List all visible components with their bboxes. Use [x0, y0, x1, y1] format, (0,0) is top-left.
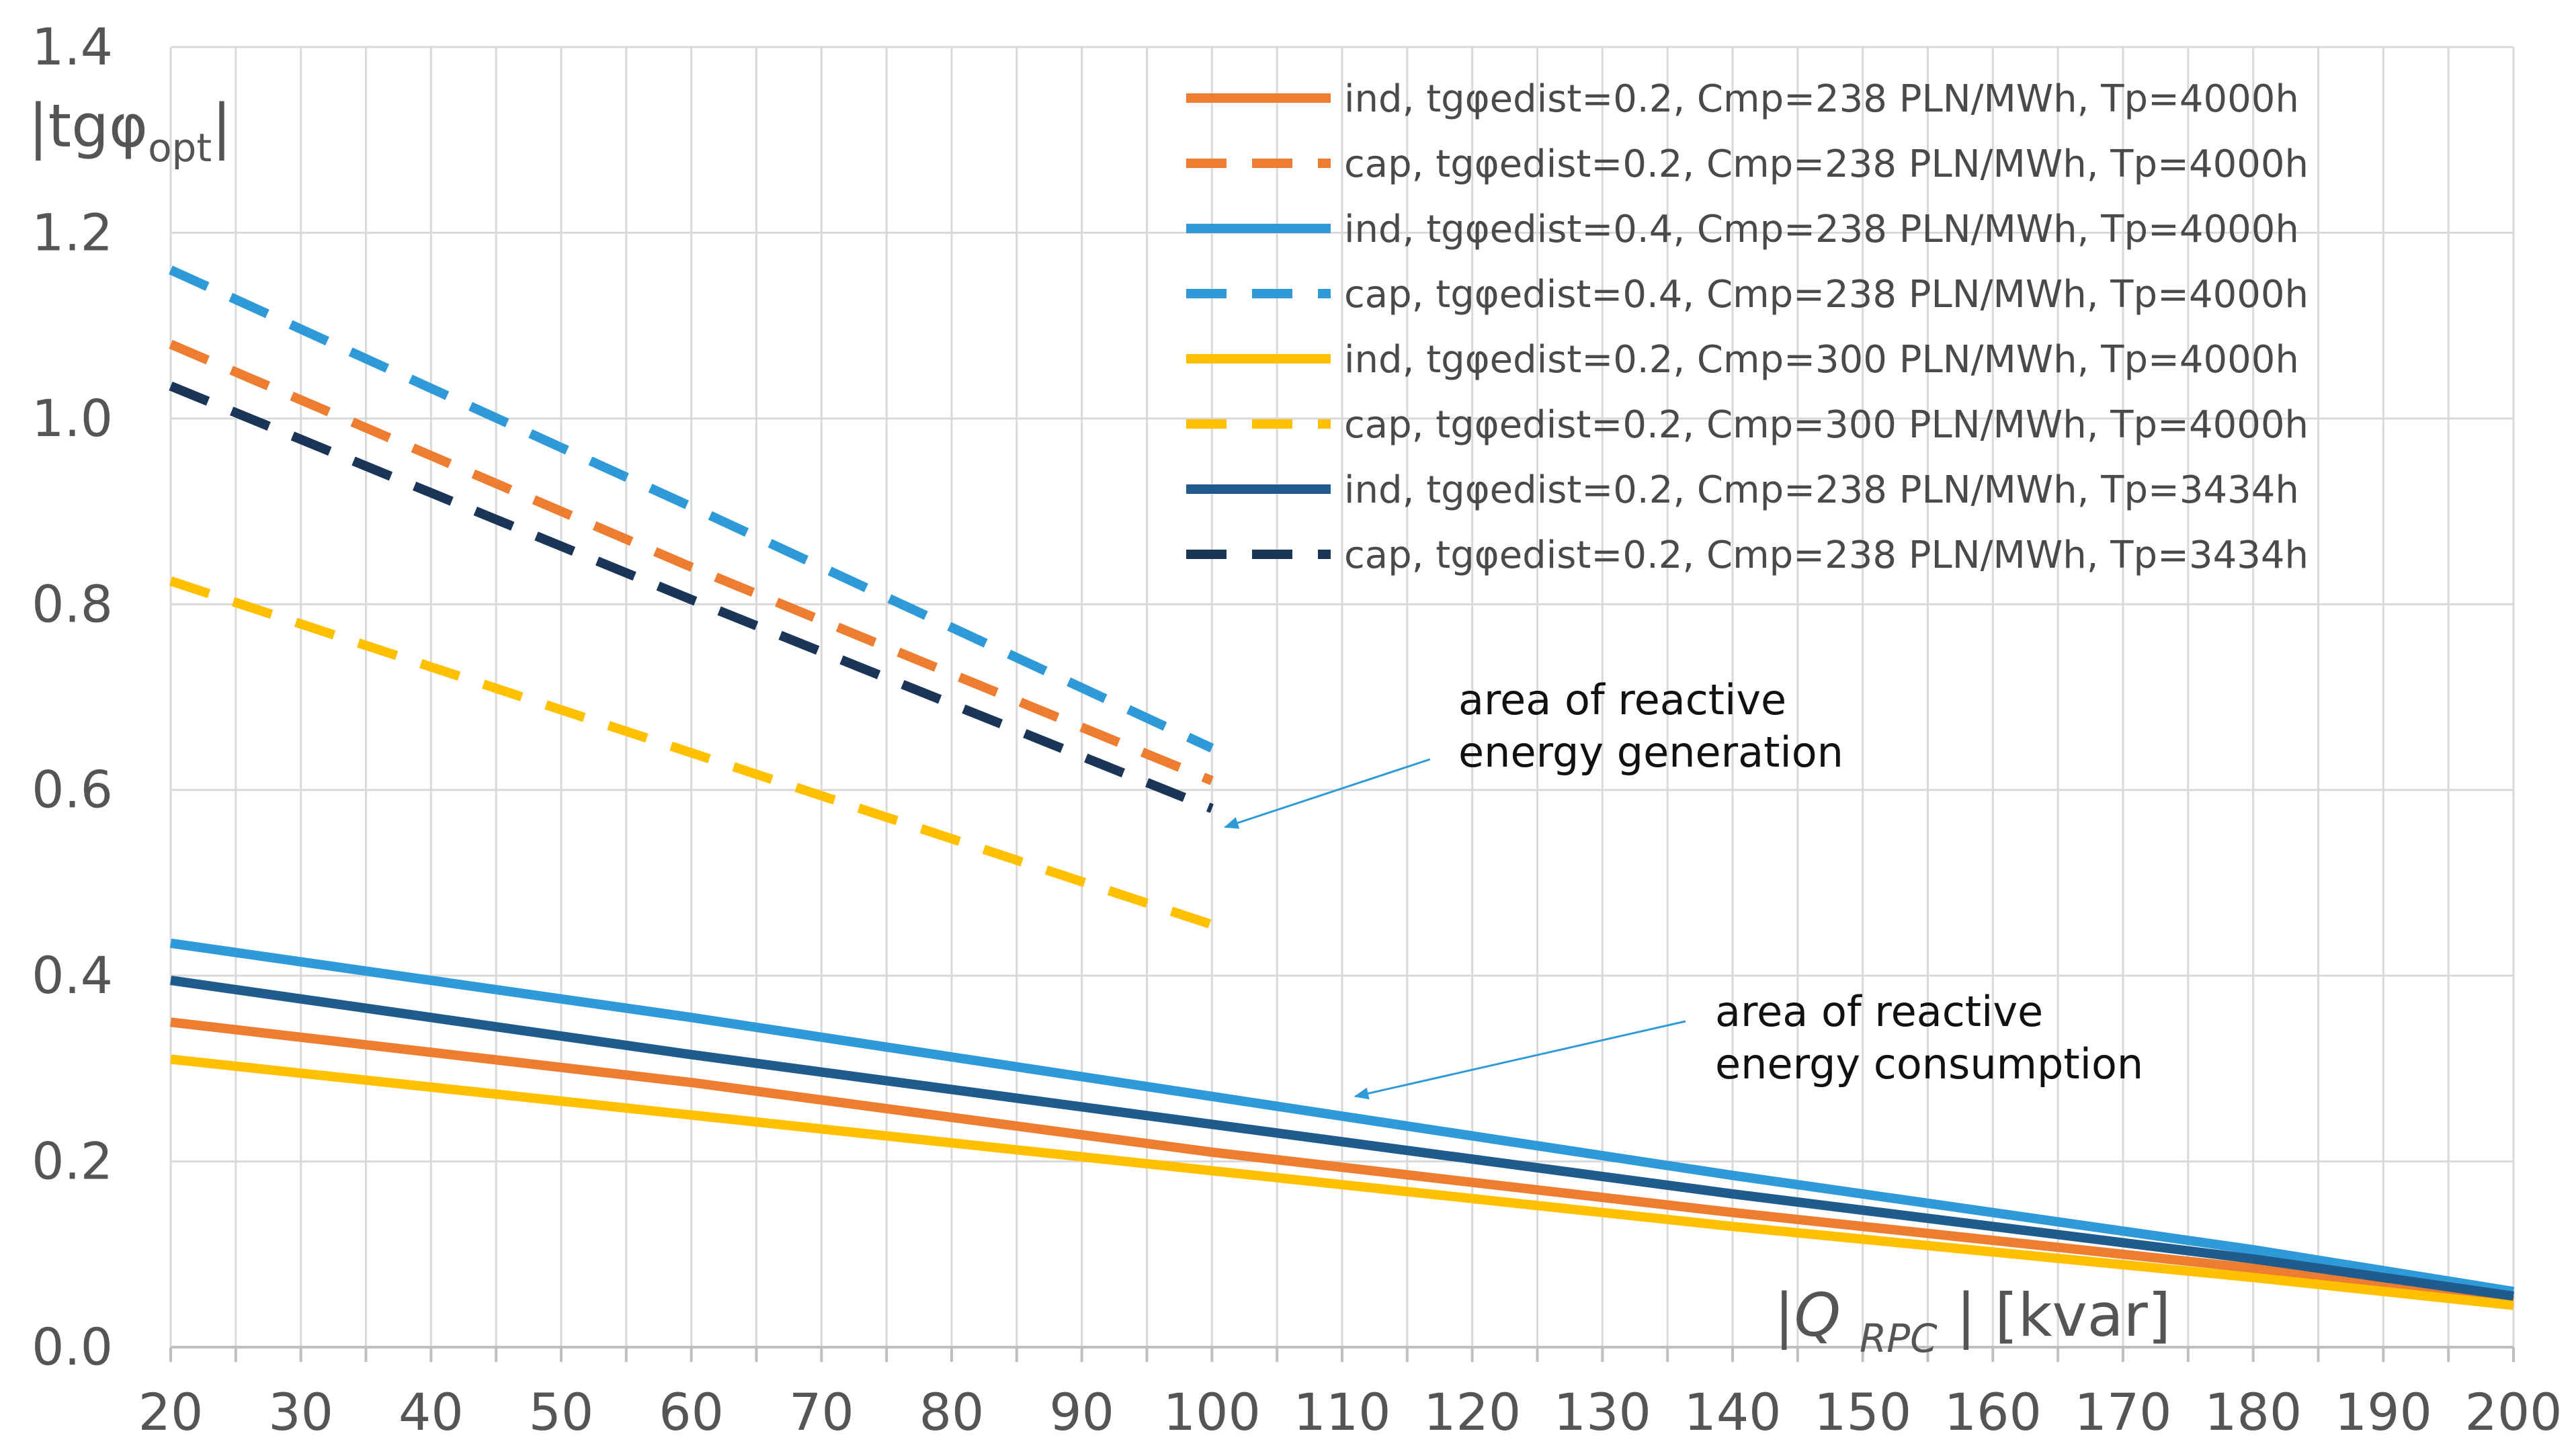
legend-label-8: cap, tgφedist=0.2, Cmp=238 PLN/MWh, Tp=3… — [1344, 533, 2309, 577]
series-line-6 — [169, 576, 1214, 929]
x-tick-label: 20 — [138, 1382, 204, 1442]
series-line-4 — [169, 265, 1214, 753]
y-axis-title: |tgφopt| — [28, 91, 232, 171]
x-tick-label: 190 — [2335, 1382, 2432, 1442]
series-line-8 — [169, 382, 1214, 813]
y-tick-label: 1.2 — [32, 202, 113, 262]
y-tick-label: 0.4 — [32, 945, 113, 1005]
x-axis-title: |Q RPC | [kvar] — [1774, 1281, 2171, 1361]
annotation-text-2: area of reactive — [1715, 987, 2043, 1036]
y-tick-label: 1.4 — [32, 17, 113, 77]
annotation-text-2: energy consumption — [1715, 1039, 2143, 1088]
x-tick-label: 140 — [1684, 1382, 1781, 1442]
y-tick-label: 0.0 — [32, 1317, 113, 1377]
x-tick-label: 130 — [1554, 1382, 1651, 1442]
legend-label-3: ind, tgφedist=0.4, Cmp=238 PLN/MWh, Tp=4… — [1344, 208, 2299, 251]
y-axis-title-subscript: opt — [148, 125, 212, 171]
x-tick-label: 30 — [268, 1382, 333, 1442]
x-tick-label: 160 — [1944, 1382, 2042, 1442]
annotation-text-1: energy generation — [1458, 728, 1843, 777]
series-line-1 — [170, 1017, 2514, 1306]
series-line-2 — [169, 339, 1214, 785]
x-tick-label: 120 — [1423, 1382, 1521, 1442]
y-tick-label: 0.6 — [32, 760, 113, 820]
x-axis-title-subscript: RPC — [1860, 1316, 1938, 1361]
legend-label-5: ind, tgφedist=0.2, Cmp=300 PLN/MWh, Tp=4… — [1344, 338, 2299, 382]
y-axis-title-end: | — [212, 91, 232, 161]
y-tick-label: 0.2 — [32, 1131, 113, 1191]
annotation-arrow-1 — [1223, 758, 1431, 829]
series-line-3 — [170, 938, 2515, 1297]
x-tick-label: 150 — [1814, 1382, 1911, 1442]
annotation-text-1: area of reactive — [1458, 675, 1786, 724]
legend-label-1: ind, tgφedist=0.2, Cmp=238 PLN/MWh, Tp=4… — [1344, 77, 2299, 121]
annotation-arrow-2 — [1354, 1020, 1686, 1100]
x-tick-label: 70 — [789, 1382, 854, 1442]
y-tick-label: 0.8 — [32, 574, 113, 634]
y-axis-title-main: |tgφ — [28, 91, 148, 161]
x-tick-label: 180 — [2204, 1382, 2302, 1442]
legend-label-4: cap, tgφedist=0.4, Cmp=238 PLN/MWh, Tp=4… — [1344, 273, 2309, 316]
series-line-5 — [170, 1054, 2514, 1310]
x-tick-label: 170 — [2074, 1382, 2171, 1442]
axes: 20 30 40 50 60 70 80 90 100 110 120 130 140 150 160 170… — [32, 17, 2562, 1442]
x-axis-title-end: | [kvar] — [1938, 1281, 2171, 1351]
y-tick-label: 1.0 — [32, 388, 113, 448]
x-tick-label: 200 — [2464, 1382, 2562, 1442]
series — [169, 265, 2515, 1310]
x-axis-title-main: |Q — [1774, 1281, 1860, 1351]
series-line-7 — [170, 976, 2514, 1301]
legend: ind, tgφedist=0.2, Cmp=238 PLN/MWh, Tp=4… — [1186, 77, 2309, 577]
x-tick-label: 60 — [659, 1382, 724, 1442]
x-tick-label: 100 — [1163, 1382, 1261, 1442]
x-tick-label: 90 — [1049, 1382, 1114, 1442]
legend-label-6: cap, tgφedist=0.2, Cmp=300 PLN/MWh, Tp=4… — [1344, 403, 2309, 447]
x-tick-label: 50 — [529, 1382, 594, 1442]
x-tick-label: 110 — [1293, 1382, 1390, 1442]
legend-label-7: ind, tgφedist=0.2, Cmp=238 PLN/MWh, Tp=3… — [1344, 468, 2299, 512]
legend-label-2: cap, tgφedist=0.2, Cmp=238 PLN/MWh, Tp=4… — [1344, 142, 2309, 186]
x-tick-label: 40 — [399, 1382, 464, 1442]
x-tick-label: 80 — [919, 1382, 985, 1442]
